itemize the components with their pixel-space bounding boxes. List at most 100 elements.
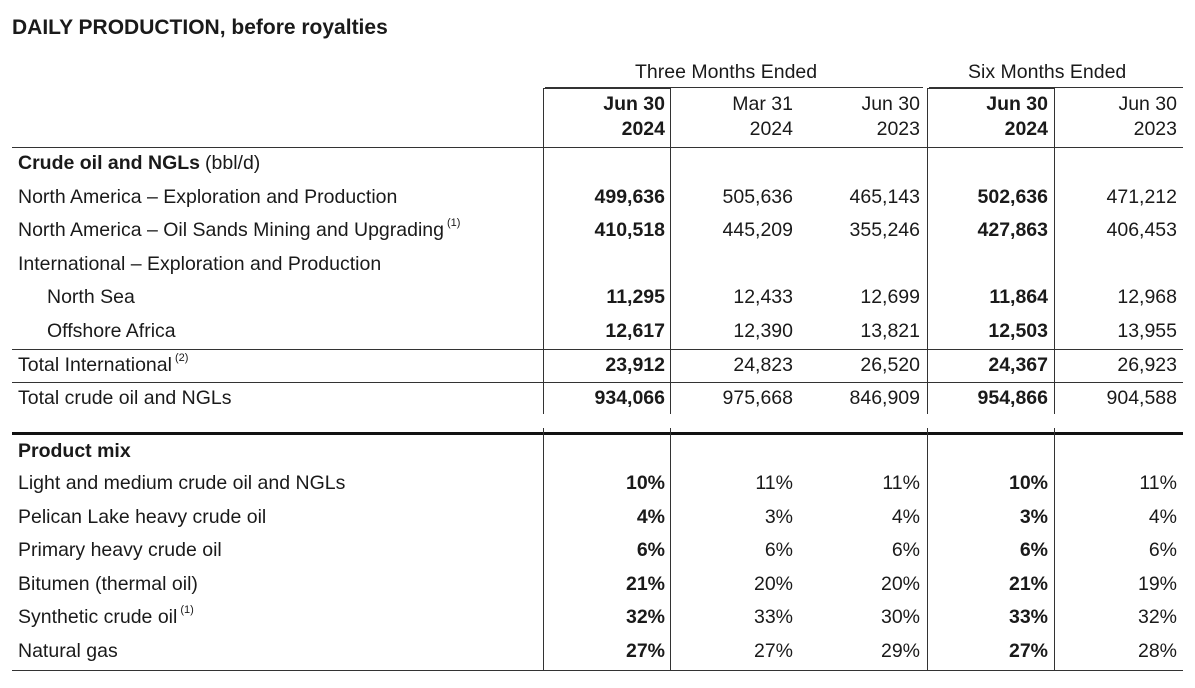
cell-value: 26,520: [860, 354, 920, 376]
rule-table-bottom: [12, 670, 1183, 671]
column-header-year: 2024: [749, 118, 793, 140]
column-header-4: Jun 30 2024: [986, 92, 1048, 142]
row-label-text: Total crude oil and NGLs: [18, 387, 232, 409]
cell-value: 4%: [1148, 506, 1177, 528]
rule-group-three: [545, 87, 923, 88]
row-label: Total International (2): [18, 352, 188, 377]
cell-value: 19%: [1137, 573, 1177, 595]
cell-value: 33%: [753, 606, 793, 628]
section-header-crude: Crude oil and NGLs (bbl/d): [0, 148, 1195, 181]
cell-value: 20%: [753, 573, 793, 595]
cell-value: 13,821: [860, 320, 920, 342]
cell-value: 846,909: [849, 387, 921, 409]
footnote-ref: (1): [180, 604, 194, 616]
column-header-2: Mar 31 2024: [732, 92, 793, 142]
row-label-text: International – Exploration and Producti…: [18, 253, 382, 275]
cell-value: 11%: [1139, 472, 1177, 494]
table-row: Bitumen (thermal oil) 21% 20% 20% 21% 19%: [0, 569, 1195, 602]
cell-value: 499,636: [594, 186, 666, 208]
column-header-period: Jun 30: [603, 93, 665, 115]
column-header-period: Jun 30: [861, 93, 920, 115]
row-label-text: Offshore Africa: [47, 320, 176, 342]
cell-value: 12,968: [1117, 286, 1177, 308]
cell-value: 10%: [625, 472, 665, 494]
row-label: Total crude oil and NGLs: [18, 387, 232, 410]
column-header-period: Jun 30: [986, 93, 1048, 115]
cell-value: 6%: [1019, 539, 1048, 561]
highlight-left-border-q: [543, 88, 544, 414]
table-row: Synthetic crude oil (1) 32% 33% 30% 33% 32%: [0, 602, 1195, 635]
footnote-ref: (1): [446, 217, 461, 229]
table-row: Pelican Lake heavy crude oil 4% 3% 4% 3% 4%: [0, 502, 1195, 535]
cell-value: 12,617: [605, 320, 665, 342]
row-label-text: North Sea: [47, 286, 135, 308]
row-label: North America – Oil Sands Mining and Upg…: [18, 217, 461, 242]
cell-value: 21%: [1008, 573, 1048, 595]
table-row: North Sea 11,295 12,433 12,699 11,864 12,968: [0, 282, 1195, 315]
row-label-text: Pelican Lake heavy crude oil: [18, 506, 267, 528]
cell-value: 410,518: [594, 219, 666, 241]
highlight-top-h: [927, 88, 1055, 89]
column-header-year: 2023: [1133, 118, 1177, 140]
cell-value: 32%: [1137, 606, 1177, 628]
table-row: North America – Oil Sands Mining and Upg…: [0, 215, 1195, 248]
cell-value: 27%: [625, 640, 665, 662]
highlight-left-border-h: [927, 88, 928, 414]
cell-value: 3%: [1019, 506, 1048, 528]
row-label-text: Bitumen (thermal oil): [18, 573, 198, 595]
row-label-text: North America – Exploration and Producti…: [18, 186, 398, 208]
row-label-text: Primary heavy crude oil: [18, 539, 222, 561]
cell-value: 13,955: [1117, 320, 1177, 342]
row-label: Natural gas: [18, 640, 118, 663]
highlight-top-q: [543, 88, 671, 89]
row-label: Bitumen (thermal oil): [18, 573, 198, 596]
group-header-six-months: Six Months Ended: [968, 61, 1127, 83]
cell-value: 3%: [764, 506, 793, 528]
section-header-mix: Product mix: [0, 436, 1195, 469]
highlight-right-border-h: [1054, 88, 1055, 414]
row-label: International – Exploration and Producti…: [18, 253, 381, 276]
row-label: Crude oil and NGLs (bbl/d): [18, 152, 260, 175]
highlight-right-border-q2: [670, 428, 671, 670]
cell-value: 12,433: [733, 286, 793, 308]
row-label-text: North America – Oil Sands Mining and Upg…: [18, 219, 444, 241]
cell-value: 904,588: [1106, 387, 1178, 409]
cell-value: 33%: [1008, 606, 1048, 628]
cell-value: 465,143: [849, 186, 921, 208]
cell-value: 27%: [1008, 640, 1048, 662]
cell-value: 4%: [891, 506, 920, 528]
cell-value: 355,246: [849, 219, 921, 241]
cell-value: 6%: [891, 539, 920, 561]
cell-value: 11,864: [989, 286, 1048, 308]
cell-value: 20%: [880, 573, 920, 595]
cell-value: 21%: [625, 573, 665, 595]
cell-value: 24,367: [988, 354, 1048, 376]
row-label: Synthetic crude oil (1): [18, 604, 194, 629]
cell-value: 6%: [636, 539, 665, 561]
row-label: North America – Exploration and Producti…: [18, 186, 397, 209]
row-label: Product mix: [18, 440, 131, 463]
table-row: North America – Exploration and Producti…: [0, 182, 1195, 215]
cell-value: 406,453: [1106, 219, 1178, 241]
column-header-5: Jun 30 2023: [1118, 92, 1177, 142]
cell-value: 23,912: [605, 354, 665, 376]
highlight-right-border-q: [670, 88, 671, 414]
column-header-year: 2024: [1004, 118, 1048, 140]
cell-value: 6%: [1148, 539, 1177, 561]
cell-value: 30%: [880, 606, 920, 628]
column-header-period: Mar 31: [732, 93, 793, 115]
rule-header-bottom: [12, 147, 1183, 148]
highlight-left-border-q2: [543, 428, 544, 670]
table-row: Offshore Africa 12,617 12,390 13,821 12,503 1…: [0, 316, 1195, 349]
cell-value: 427,863: [977, 219, 1049, 241]
highlight-left-border-h2: [927, 428, 928, 670]
row-label: Pelican Lake heavy crude oil: [18, 506, 266, 529]
cell-value: 12,390: [733, 320, 793, 342]
cell-value: 12,503: [988, 320, 1048, 342]
rule-total-top: [12, 382, 1183, 383]
column-header-period: Jun 30: [1118, 93, 1177, 115]
row-label: Offshore Africa: [47, 320, 176, 343]
column-header-1: Jun 30 2024: [603, 92, 665, 142]
table-row: Total crude oil and NGLs 934,066 975,668 84…: [0, 383, 1195, 416]
rule-group-six: [929, 87, 1183, 88]
